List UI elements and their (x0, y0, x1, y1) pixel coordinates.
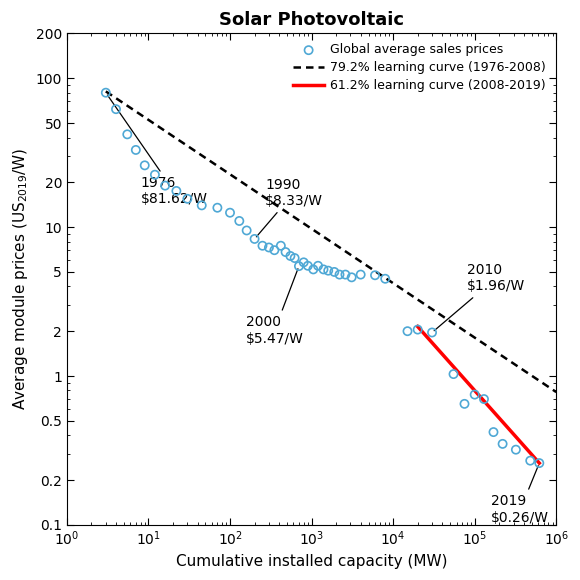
X-axis label: Cumulative installed capacity (MW): Cumulative installed capacity (MW) (176, 554, 447, 569)
Global average sales prices (535, 458, 544, 467)
Global average sales prices (427, 328, 437, 337)
Global average sales prices (498, 439, 508, 448)
Global average sales prices (270, 245, 279, 255)
61.2% learning curve (2008-2019) (517, 438, 524, 445)
Global average sales prices (242, 226, 251, 235)
Global average sales prices (309, 264, 318, 274)
Global average sales prices (294, 262, 303, 271)
Global average sales prices (299, 258, 309, 267)
Line: 79.2% learning curve (1976-2008): 79.2% learning curve (1976-2008) (106, 92, 556, 392)
79.2% learning curve (1976-2008) (472, 334, 478, 341)
Global average sales prices (335, 270, 344, 279)
Global average sales prices (449, 369, 458, 379)
Text: 2010
$1.96/W: 2010 $1.96/W (434, 263, 525, 331)
Global average sales prices (329, 267, 339, 277)
79.2% learning curve (1976-2008) (371, 267, 378, 274)
Global average sales prices (313, 261, 322, 270)
61.2% learning curve (2008-2019) (536, 459, 543, 466)
Global average sales prices (250, 234, 259, 244)
Global average sales prices (226, 208, 235, 218)
Global average sales prices (525, 456, 535, 465)
Global average sales prices (470, 390, 479, 399)
79.2% learning curve (1976-2008) (346, 251, 353, 258)
61.2% learning curve (2008-2019) (415, 324, 422, 331)
Global average sales prices (341, 270, 350, 279)
Legend: Global average sales prices, 79.2% learning curve (1976-2008), 61.2% learning cu: Global average sales prices, 79.2% learn… (289, 39, 550, 96)
Global average sales prices (101, 88, 110, 97)
79.2% learning curve (1976-2008) (102, 88, 109, 95)
Text: 1990
$8.33/W: 1990 $8.33/W (256, 177, 323, 237)
Text: 2000
$5.47/W: 2000 $5.47/W (245, 269, 303, 346)
Global average sales prices (371, 271, 380, 280)
61.2% learning curve (2008-2019) (486, 404, 493, 411)
Global average sales prices (347, 273, 356, 282)
Global average sales prices (131, 146, 140, 155)
Global average sales prices (380, 274, 390, 284)
Global average sales prices (356, 270, 365, 279)
Global average sales prices (276, 241, 285, 251)
Global average sales prices (290, 253, 299, 263)
Text: 2019
$0.26/W: 2019 $0.26/W (491, 466, 549, 525)
61.2% learning curve (2008-2019) (488, 407, 495, 414)
61.2% learning curve (2008-2019) (524, 447, 531, 454)
Line: 61.2% learning curve (2008-2019): 61.2% learning curve (2008-2019) (418, 327, 539, 463)
Global average sales prices (213, 203, 222, 212)
Global average sales prices (413, 325, 422, 334)
Title: Solar Photovoltaic: Solar Photovoltaic (219, 11, 404, 29)
Global average sales prices (150, 170, 160, 179)
79.2% learning curve (1976-2008) (553, 389, 560, 396)
Global average sales prices (479, 394, 488, 404)
Global average sales prices (303, 261, 313, 270)
Global average sales prices (122, 130, 132, 139)
Global average sales prices (460, 399, 469, 408)
Global average sales prices (140, 161, 150, 170)
Global average sales prices (183, 194, 192, 204)
Text: 1976
$81.62/W: 1976 $81.62/W (107, 95, 208, 206)
Global average sales prices (111, 104, 121, 114)
Global average sales prices (286, 251, 295, 260)
Global average sales prices (281, 248, 290, 257)
Y-axis label: Average module prices ($\mathregular{US_{2019}}$/W): Average module prices ($\mathregular{US_… (11, 148, 30, 411)
Global average sales prices (264, 243, 274, 252)
Global average sales prices (235, 216, 244, 226)
Global average sales prices (319, 264, 328, 274)
Global average sales prices (403, 327, 412, 336)
Global average sales prices (197, 201, 206, 210)
61.2% learning curve (2008-2019) (487, 404, 494, 411)
Global average sales prices (172, 186, 181, 195)
Global average sales prices (511, 445, 520, 454)
Global average sales prices (489, 427, 498, 437)
79.2% learning curve (1976-2008) (319, 233, 326, 240)
Global average sales prices (324, 266, 333, 276)
79.2% learning curve (1976-2008) (316, 231, 323, 238)
Global average sales prices (258, 241, 267, 251)
Global average sales prices (161, 181, 170, 190)
79.2% learning curve (1976-2008) (542, 382, 549, 389)
61.2% learning curve (2008-2019) (414, 323, 421, 330)
